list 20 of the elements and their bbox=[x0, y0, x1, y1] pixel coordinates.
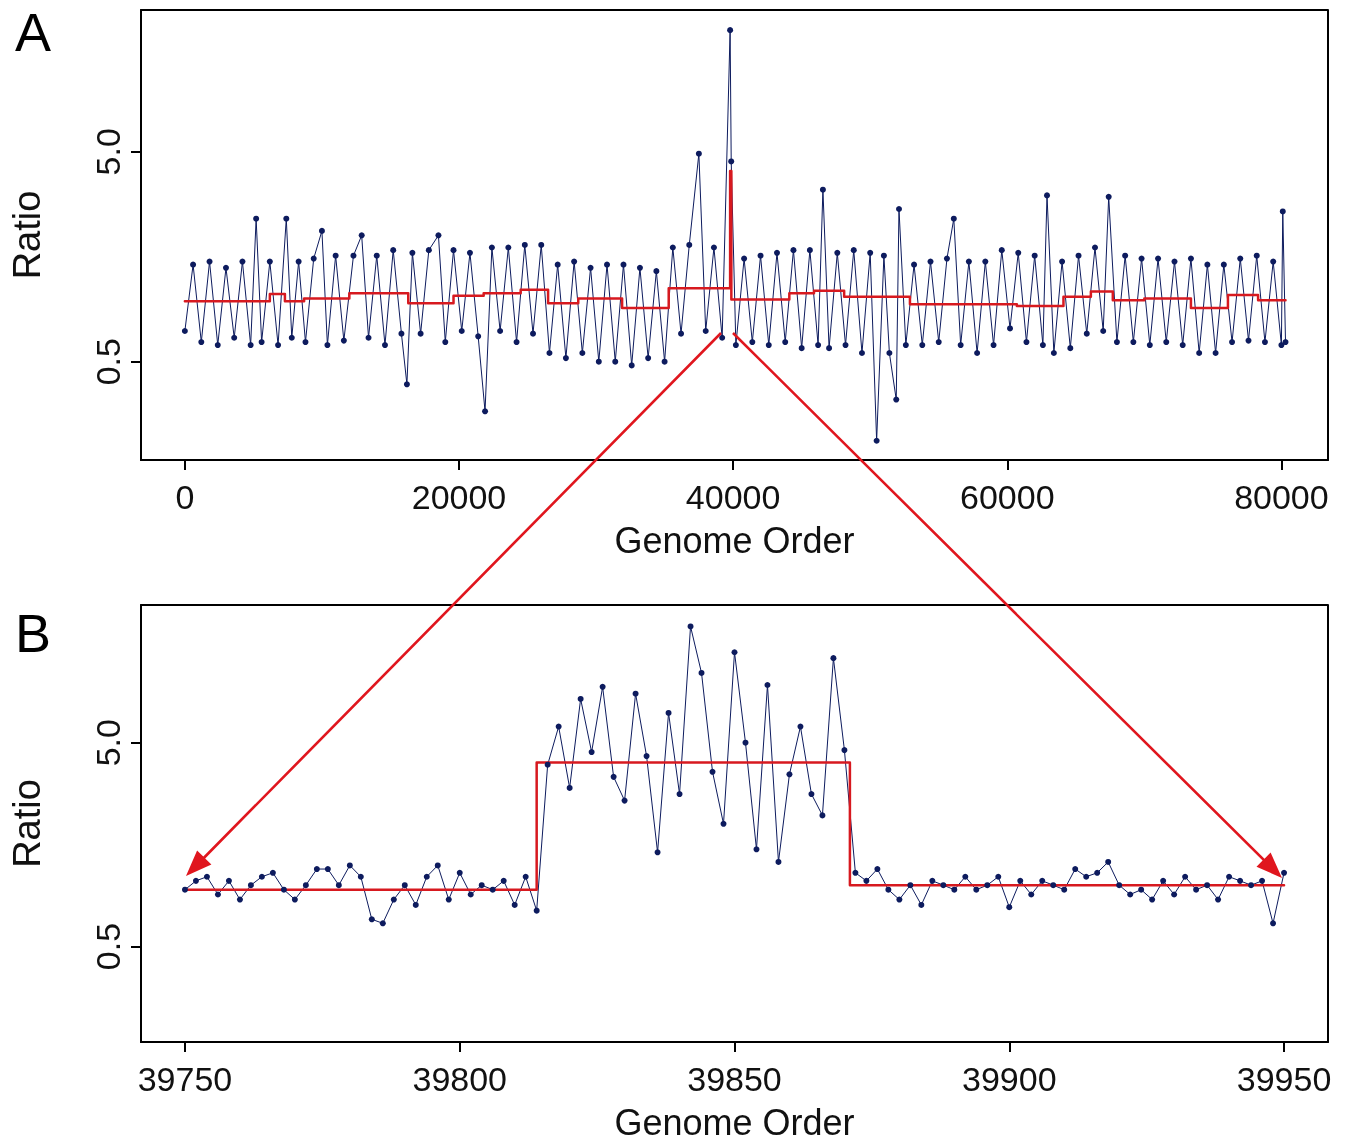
y-tick-label: 0.5 bbox=[89, 338, 127, 386]
x-tick-label: 80000 bbox=[1234, 478, 1329, 516]
x-tick-label: 0 bbox=[175, 478, 195, 516]
y-tick-label: 5.0 bbox=[89, 128, 127, 176]
x-axis-title: Genome Order bbox=[614, 1101, 855, 1143]
y-tick-label: 0.5 bbox=[89, 922, 127, 971]
y-axis-title: Ratio bbox=[6, 779, 48, 868]
x-tick-label: 39750 bbox=[137, 1060, 233, 1098]
y-tick-label: 5.0 bbox=[89, 719, 127, 767]
x-tick-label: 60000 bbox=[959, 478, 1055, 516]
x-tick-label: 39800 bbox=[412, 1060, 507, 1098]
x-tick-label: 39850 bbox=[687, 1060, 782, 1098]
x-tick-label: 39950 bbox=[1236, 1060, 1332, 1098]
chart-title: B bbox=[15, 603, 52, 663]
x-tick-label: 20000 bbox=[411, 478, 507, 516]
x-tick-label: 39900 bbox=[962, 1060, 1057, 1098]
y-axis-title: Ratio bbox=[6, 190, 48, 280]
x-axis-title: Genome Order bbox=[614, 519, 855, 561]
chart-title: A bbox=[15, 2, 52, 62]
x-tick-label: 40000 bbox=[685, 478, 781, 516]
